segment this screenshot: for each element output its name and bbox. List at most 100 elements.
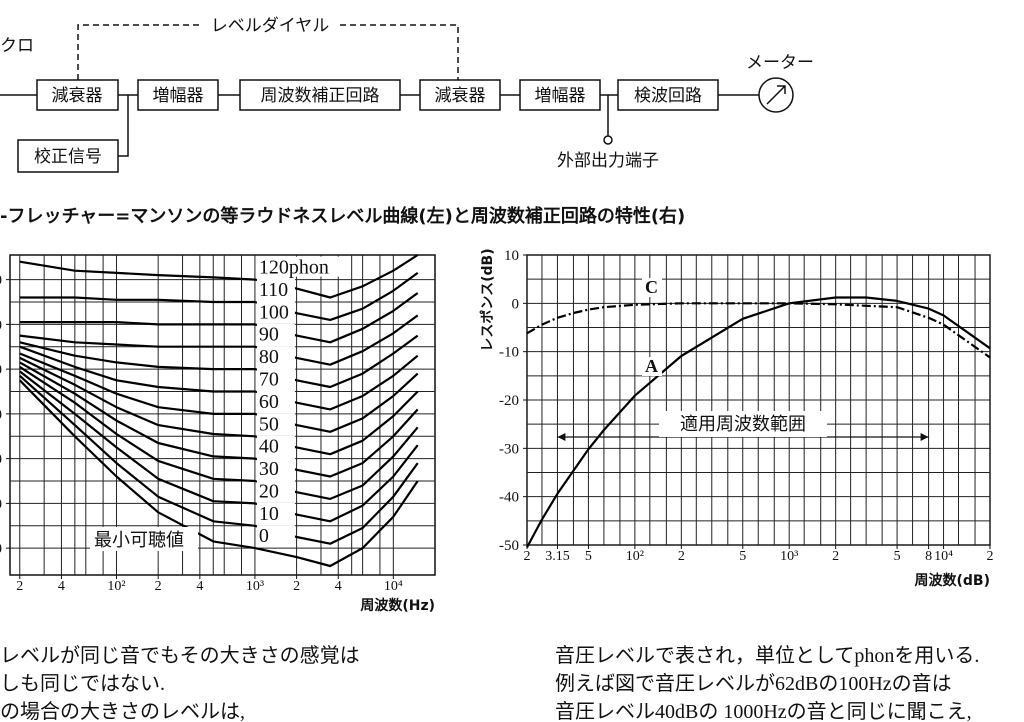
annotation-bg: [90, 527, 198, 551]
curve-label-bg: [256, 301, 295, 322]
body-text: の場合の大きさのレベルは,: [0, 700, 245, 722]
output-terminal: [603, 135, 613, 145]
y-tick-label: -30: [499, 441, 519, 457]
range-label: 適用周波数範囲: [680, 414, 806, 435]
curve-label-bg: [256, 525, 295, 546]
curve-label: 120phon: [259, 257, 329, 279]
x-tick-label: 4: [335, 579, 342, 594]
curve-label-bg: [256, 323, 295, 344]
curve-label: 50: [259, 413, 279, 435]
curve: [19, 356, 419, 456]
curve-label-bg: [256, 390, 295, 411]
x-axis-title: 周波数(Hz): [360, 597, 435, 614]
x-tick-label: 4: [58, 579, 65, 594]
meter-label: メーター: [746, 53, 814, 73]
block: [419, 79, 501, 111]
block-label: 増幅器: [153, 86, 204, 106]
curve-label: 60: [259, 391, 279, 413]
curve: [19, 352, 419, 433]
x-axis-title: 周波数(dB): [915, 572, 991, 589]
y-tick-label: 10: [504, 248, 519, 264]
block-label: 周波数補正回路: [261, 86, 380, 106]
curve-label: 0: [259, 525, 269, 547]
range-label-bg: [659, 411, 828, 437]
curve: [19, 374, 419, 545]
curve-label: 100: [259, 301, 289, 323]
y-tick-label: 80: [0, 362, 2, 378]
x-tick-label: 2: [832, 549, 839, 564]
y-axis-title: レスポンス(dB): [479, 248, 496, 351]
x-tick-label: 4: [196, 579, 203, 594]
y-tick-label: -50: [499, 538, 519, 554]
curve-label-bg: [256, 458, 295, 479]
y-tick-label: -40: [499, 490, 519, 506]
plot-frame: [9, 254, 436, 576]
level-dial-label: レベルダイヤル: [211, 16, 330, 36]
y-tick-label: 40: [0, 452, 2, 468]
block-label: 校正信号: [34, 147, 102, 167]
y-tick-label: 0: [512, 296, 520, 312]
x-tick-label: 2: [16, 579, 23, 594]
y-tick-label: 20: [0, 496, 2, 512]
block-label: 減衰器: [435, 86, 486, 106]
curve-label-bg: [642, 278, 662, 297]
body-text: 音圧レベルで表され，単位としてphonを用いる.: [555, 644, 979, 667]
x-tick-label: 10⁴: [384, 579, 403, 594]
x-tick-label: 2: [293, 579, 300, 594]
body-text: レベルが同じ音でもその大きさの感覚は: [0, 644, 360, 667]
curve: [19, 292, 419, 344]
curve-label: 110: [259, 279, 288, 301]
curve-label: 30: [259, 458, 279, 480]
curve-label: 90: [259, 324, 279, 346]
wires: [0, 94, 759, 157]
curve: [19, 379, 419, 568]
block-label: 増幅器: [535, 86, 586, 106]
x-tick-label: 2: [678, 549, 685, 564]
chart: 2 3.15 5 10² 2 5 10³ 2 5 8 10⁴ 2 -50 -40 -30 -20 -10 0 10 C…: [479, 248, 994, 589]
curve-label-bg: [256, 413, 295, 434]
block-label: 検波回路: [634, 86, 702, 106]
curve-label-bg: [642, 357, 662, 376]
y-tick-label: -10: [499, 345, 519, 361]
block-label: 減衰器: [52, 86, 103, 106]
curve-label: A: [645, 356, 658, 376]
block: [137, 79, 219, 111]
body-text: 例えば図で音圧レベルが62dBの100Hzの音は: [555, 672, 952, 695]
x-tick-label: 10⁴: [934, 549, 953, 564]
curve-label-bg: [256, 502, 295, 523]
curve-label: 10: [259, 503, 279, 525]
body-text: 音圧レベル40dBの 1000Hzの音と同じに聞こえ,: [555, 700, 972, 722]
curve-label-bg: [256, 435, 295, 456]
x-tick-label: 10²: [626, 549, 644, 564]
y-tick-label: 0: [0, 541, 2, 557]
y-tick-label: 100: [0, 317, 2, 333]
x-tick-label: 5: [894, 549, 901, 564]
curve: [19, 272, 419, 321]
chart: 2410²2410³2410⁴020406080100120120phon110…: [0, 254, 436, 614]
curve-label: 40: [259, 436, 279, 458]
block: [239, 79, 401, 111]
body-text: しも同じではない.: [0, 673, 165, 695]
curve: [526, 302, 991, 359]
x-tick-label: 10²: [107, 579, 125, 594]
y-tick-label: 120: [0, 273, 2, 289]
curve-label: 80: [259, 346, 279, 368]
dial-link: [77, 24, 459, 80]
curve-label-bg: [256, 256, 343, 277]
curve: [19, 365, 419, 500]
x-tick-label: 10³: [780, 549, 798, 564]
curve-label-bg: [256, 278, 295, 299]
curve: [19, 370, 419, 523]
block: [36, 79, 119, 111]
x-tick-label: 8: [925, 549, 932, 564]
curve: [19, 361, 419, 478]
meter-needle: [766, 85, 786, 105]
curve: [19, 334, 419, 389]
block: [617, 79, 719, 111]
curve-label-bg: [256, 480, 295, 501]
curve: [19, 314, 419, 366]
caption: -フレッチャー=マンソンの等ラウドネスレベル曲線(左)と周波数補正回路の特性(右…: [0, 205, 685, 227]
x-tick-label: 2: [155, 579, 162, 594]
